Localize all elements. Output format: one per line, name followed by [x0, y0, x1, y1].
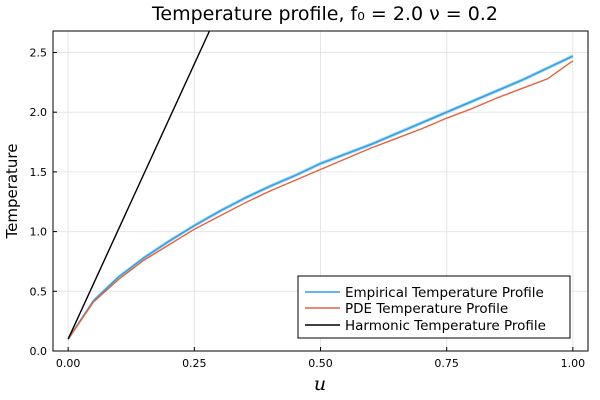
legend: Empirical Temperature Profile PDE Temper…: [297, 275, 571, 339]
y-tick-label: 1.0: [30, 226, 48, 239]
y-tick-label: 1.5: [30, 166, 48, 179]
y-tick-label: 0.5: [30, 285, 48, 298]
empirical-line: [67, 55, 574, 340]
series-group: [67, 31, 574, 341]
y-tick-label: 2.5: [30, 46, 48, 59]
y-tick-label: 2.0: [30, 106, 48, 119]
chart-title: Temperature profile, f₀ = 2.0 ν = 0.2: [151, 3, 498, 25]
legend-box: [297, 275, 571, 339]
harmonic-line: [67, 31, 211, 340]
x-axis-label: u: [314, 373, 326, 395]
x-tick-label: 0.50: [308, 357, 333, 370]
y-tick-label: 0.0: [30, 345, 48, 358]
ticks: 0.00 0.25 0.50 0.75 1.00 0.0 0.5 1.0 1.5 2.0 2.5: [30, 46, 586, 370]
x-tick-label: 0.00: [56, 357, 81, 370]
x-tick-label: 0.25: [182, 357, 207, 370]
legend-label-harmonic: Harmonic Temperature Profile: [345, 318, 546, 334]
y-axis-label: Temperature: [3, 143, 21, 239]
x-tick-label: 0.75: [434, 357, 459, 370]
legend-label-pde: PDE Temperature Profile: [345, 301, 508, 317]
x-tick-label: 1.00: [561, 357, 586, 370]
legend-label-empirical: Empirical Temperature Profile: [345, 285, 544, 301]
series-layer: [67, 31, 574, 341]
pde-line: [67, 60, 574, 340]
